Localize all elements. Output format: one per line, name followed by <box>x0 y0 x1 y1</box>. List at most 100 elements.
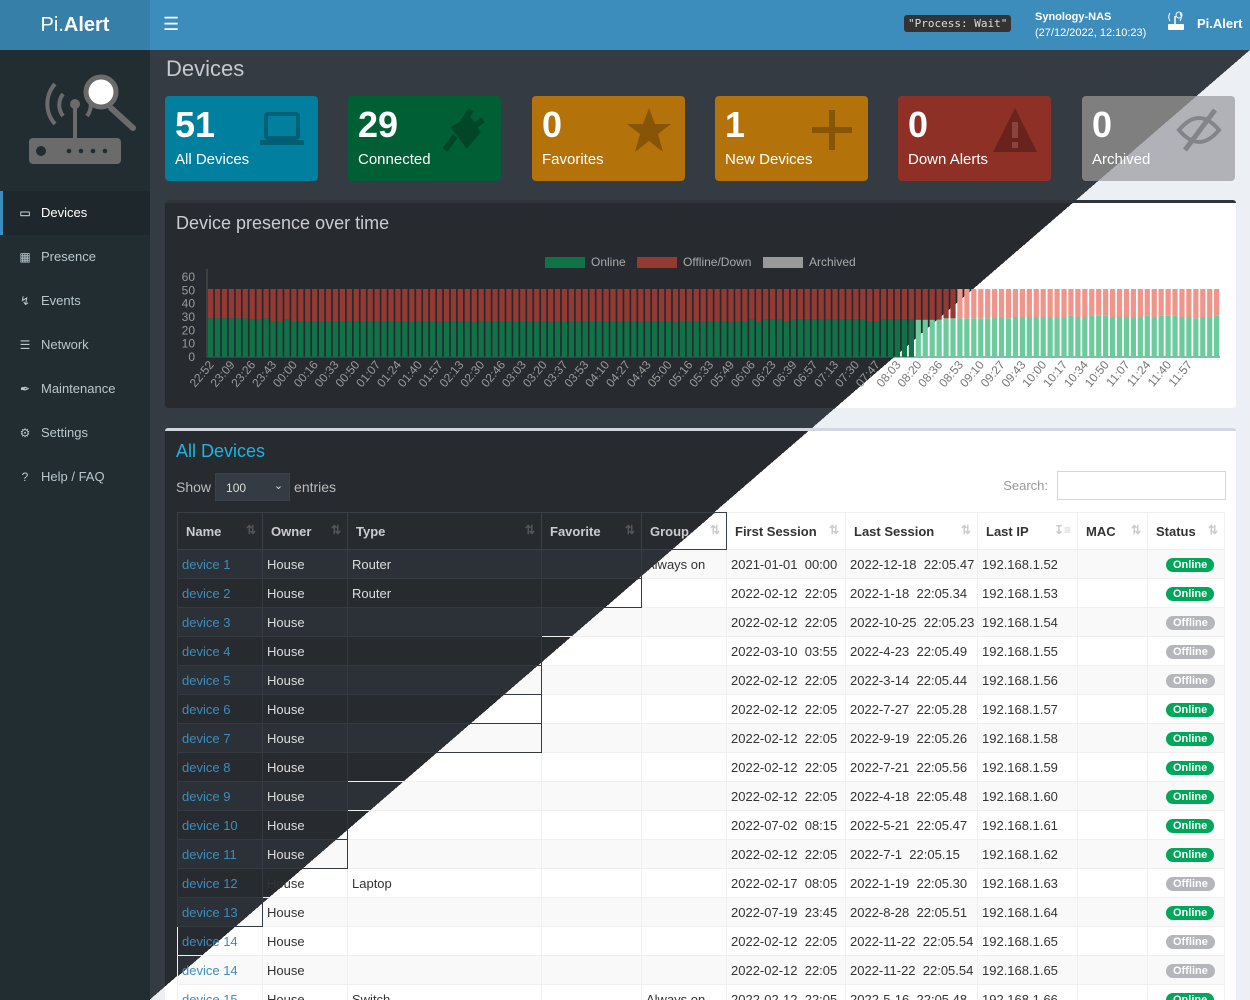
column-header-mac[interactable]: MAC ⇅ <box>1077 512 1148 550</box>
column-header-last-ip[interactable]: Last IP ↧≡ <box>977 512 1078 550</box>
table-row[interactable]: device 2 House Router 2022-02-12 22:05 2022-… <box>177 578 1225 608</box>
column-header-group[interactable]: Group ⇅ <box>641 512 727 550</box>
device-link[interactable]: device 13 <box>182 904 238 920</box>
cell-first-session: 2022-03-10 03:55 <box>726 636 846 666</box>
bar-offline <box>922 289 928 320</box>
column-header-last-session[interactable]: Last Session ⇅ <box>845 512 978 550</box>
table-row[interactable]: device 15 House Switch Always on 2022-02-12 … <box>177 984 1225 1000</box>
search-input[interactable] <box>1057 471 1226 500</box>
column-header-favorite[interactable]: Favorite ⇅ <box>541 512 642 550</box>
page-size-select[interactable]: 100 ⌄ <box>215 473 291 501</box>
sidebar-item-events[interactable]: ↯ Events <box>0 279 150 323</box>
hamburger-menu-icon[interactable]: ☰ <box>163 14 180 34</box>
bar-offline <box>534 289 540 321</box>
column-header-label: First Session <box>735 523 817 539</box>
device-link[interactable]: device 4 <box>182 643 231 659</box>
column-header-status[interactable]: Status ⇅ <box>1147 512 1225 550</box>
table-row[interactable]: device 4 House 2022-03-10 03:55 2022-4-23 2… <box>177 636 1225 666</box>
card-favorites[interactable]: 0 Favorites <box>532 96 685 181</box>
column-header-type[interactable]: Type ⇅ <box>347 512 542 550</box>
sidebar-item-settings[interactable]: ⚙ Settings <box>0 411 150 455</box>
cell-favorite <box>541 752 642 782</box>
bar-offline <box>235 289 241 319</box>
table-row[interactable]: device 14 House 2022-02-12 22:05 2022-11-22… <box>177 955 1225 985</box>
table-row[interactable]: device 13 House 2022-07-19 23:45 2022-8-28 … <box>177 897 1225 927</box>
device-link[interactable]: device 15 <box>182 991 238 1000</box>
table-row[interactable]: device 8 House 2022-02-12 22:05 2022-7-21 2… <box>177 752 1225 782</box>
sidebar-item-network[interactable]: ☰ Network <box>0 323 150 367</box>
sidebar-item-devices[interactable]: ▭ Devices <box>0 191 150 235</box>
plug-icon <box>442 108 485 152</box>
bar-online <box>450 321 457 357</box>
cell-type: Laptop <box>347 868 542 898</box>
card-down-alerts[interactable]: 0 Down Alerts <box>898 96 1051 181</box>
device-link[interactable]: device 14 <box>182 933 238 949</box>
card-connected[interactable]: 29 Connected <box>348 96 501 181</box>
device-link[interactable]: device 1 <box>182 556 231 572</box>
bar-online <box>388 321 394 357</box>
bar-online <box>499 321 505 357</box>
device-link[interactable]: device 6 <box>182 701 231 717</box>
sidebar-item-help-faq[interactable]: ? Help / FAQ <box>0 455 150 499</box>
bar-online <box>853 319 859 357</box>
app-logo[interactable]: Pi.Alert <box>0 0 150 50</box>
bar-offline <box>749 289 755 320</box>
table-row[interactable]: device 5 House 2022-02-12 22:05 2022-3-14 2… <box>177 665 1225 695</box>
table-row[interactable]: device 9 House 2022-02-12 22:05 2022-4-18 2… <box>177 781 1225 811</box>
column-header-owner[interactable]: Owner ⇅ <box>262 512 348 550</box>
status-badge: Online <box>1166 761 1215 775</box>
bar-online <box>1005 318 1012 357</box>
device-link[interactable]: device 7 <box>182 730 231 746</box>
user-menu[interactable]: Pi.Alert <box>1197 16 1243 31</box>
card-all-devices[interactable]: 51 All Devices <box>165 96 318 181</box>
bar-offline <box>520 289 526 321</box>
device-link[interactable]: device 3 <box>182 614 231 630</box>
table-row[interactable]: device 1 House Router Always on 2021-01-01 0… <box>177 549 1225 579</box>
column-header-first-session[interactable]: First Session ⇅ <box>726 512 846 550</box>
device-link[interactable]: device 8 <box>182 759 231 775</box>
bar-online <box>471 322 477 357</box>
device-link[interactable]: device 10 <box>182 817 238 833</box>
device-link[interactable]: device 14 <box>182 962 238 978</box>
laptop-icon: ▭ <box>19 206 31 220</box>
bar-online <box>624 321 630 357</box>
cell-last-session: 2022-4-23 22:05.49 <box>845 636 978 666</box>
table-row[interactable]: device 12 House Laptop 2022-02-17 08:05 2022… <box>177 868 1225 898</box>
table-row[interactable]: device 14 House 2022-02-12 22:05 2022-11-22… <box>177 926 1225 956</box>
host-name: Synology-NAS <box>1035 11 1112 23</box>
column-header-name[interactable]: Name ⇅ <box>177 512 263 550</box>
table-row[interactable]: device 3 House 2022-02-12 22:05 2022-10-25 … <box>177 607 1225 637</box>
bar-online <box>811 319 817 357</box>
bar-online <box>1068 315 1074 357</box>
table-row[interactable]: device 7 House 2022-02-12 22:05 2022-9-19 2… <box>177 723 1225 753</box>
bar-offline <box>409 289 415 321</box>
table-row[interactable]: device 10 House 2022-07-02 08:15 2022-5-21 … <box>177 810 1225 840</box>
bar-offline <box>978 289 984 319</box>
cell-group <box>641 578 727 608</box>
device-link[interactable]: device 9 <box>182 788 231 804</box>
cell-type <box>347 752 542 782</box>
bar-offline <box>790 289 797 320</box>
device-link[interactable]: device 12 <box>182 875 238 891</box>
bar-offline <box>1151 289 1157 317</box>
sidebar-item-presence[interactable]: ▦ Presence <box>0 235 150 279</box>
card-new-devices[interactable]: 1 New Devices <box>715 96 868 181</box>
bar-online <box>1103 315 1109 357</box>
bar-offline <box>1068 289 1074 316</box>
table-row[interactable]: device 6 House 2022-02-12 22:05 2022-7-27 2… <box>177 694 1225 724</box>
card-archived[interactable]: 0 Archived <box>1082 96 1235 181</box>
router-icon[interactable] <box>1165 10 1187 34</box>
cell-mac <box>1077 781 1148 811</box>
table-row[interactable]: device 11 House 2022-02-12 22:05 2022-7-1 2… <box>177 839 1225 869</box>
table-header-row: Name ⇅ Owner ⇅ Type ⇅ Favorite ⇅ Group ⇅ First Ses… <box>177 512 1225 550</box>
device-link[interactable]: device 11 <box>182 846 237 862</box>
device-link[interactable]: device 5 <box>182 672 231 688</box>
sidebar-item-maintenance[interactable]: ✒ Maintenance <box>0 367 150 411</box>
cell-type: Switch <box>347 984 542 1000</box>
bar-online <box>312 321 318 357</box>
cell-status: Offline <box>1147 955 1225 985</box>
device-link[interactable]: device 2 <box>182 585 231 601</box>
devices-title: All Devices <box>176 441 266 461</box>
bar-online <box>1186 317 1192 357</box>
bar-offline <box>270 289 276 321</box>
